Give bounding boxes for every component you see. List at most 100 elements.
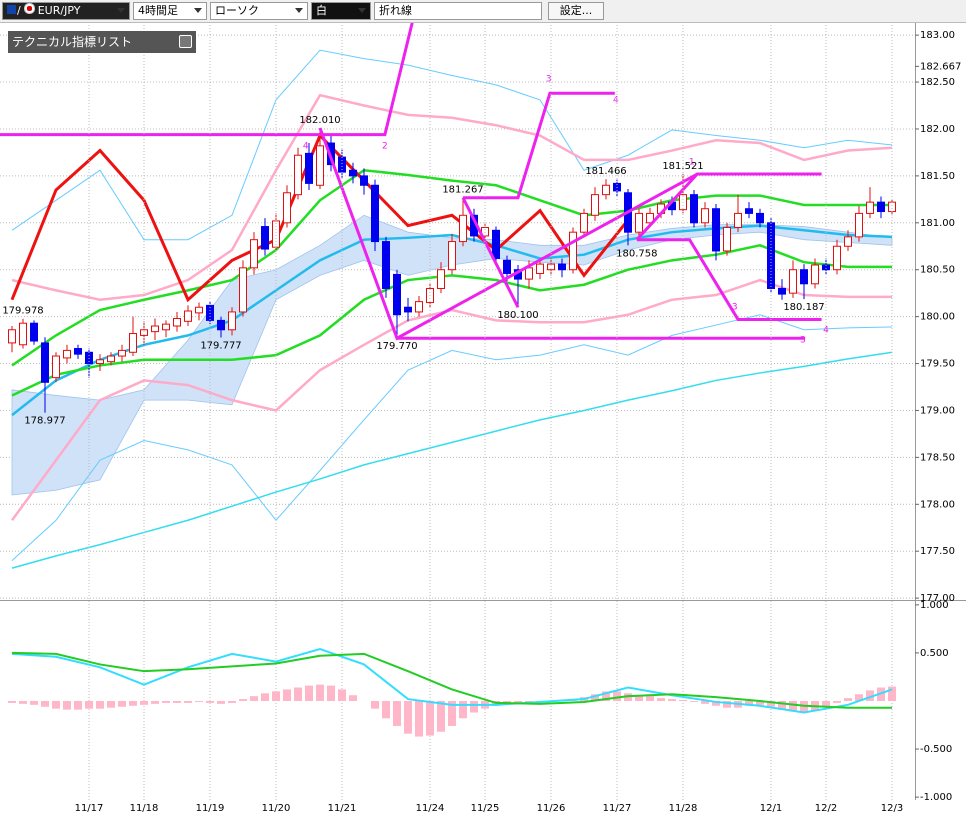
macd-histogram-bar	[679, 700, 687, 701]
candle-body	[63, 349, 71, 359]
y-tick-label: -0.500	[920, 744, 952, 755]
x-tick-label: 11/19	[196, 803, 225, 814]
candle-body	[272, 220, 280, 248]
macd-histogram-bar	[701, 700, 709, 704]
symbol-select[interactable]: / EUR/JPY	[2, 2, 130, 20]
panel-toggle[interactable]	[179, 35, 192, 48]
x-tick-label: 12/1	[760, 803, 782, 814]
macd-histogram-bar	[745, 700, 753, 706]
y-tick-label: 179.00	[920, 405, 955, 416]
drawing-label: 3	[546, 75, 552, 85]
candle-body	[844, 236, 852, 247]
candle-body	[228, 311, 236, 331]
candle-body	[96, 359, 104, 365]
price-plot: 4 2 3 4 3 4 3 1 179.978 178.977 179.777 182.010 179.…	[0, 22, 915, 599]
x-tick-label: 12/2	[815, 803, 837, 814]
settings-button[interactable]: 設定...	[548, 2, 604, 20]
candle-body	[756, 212, 764, 224]
candle-body	[580, 212, 588, 233]
candle-body	[536, 263, 544, 274]
macd-histogram-bar	[833, 700, 841, 703]
candle-body	[382, 241, 390, 289]
macd-histogram-bar	[393, 700, 401, 726]
indicator-line	[11, 93, 893, 302]
x-tick-label: 11/27	[603, 803, 632, 814]
macd-histogram-bar	[690, 700, 698, 702]
ichimoku-cloud	[11, 214, 893, 496]
macd-histogram-bar	[437, 700, 445, 732]
x-tick-label: 11/17	[75, 803, 104, 814]
macd-histogram-bar	[162, 700, 170, 703]
candle-body	[250, 239, 258, 269]
price-annotation: 180.187	[783, 302, 824, 313]
candle-body	[437, 269, 445, 289]
candle-body	[547, 263, 555, 271]
candle-body	[646, 212, 654, 224]
macd-histogram-bar	[591, 694, 599, 701]
macd-histogram-bar	[404, 700, 412, 734]
candle-body	[8, 329, 16, 344]
candle-body	[833, 245, 841, 271]
theme-select[interactable]: 白	[311, 2, 371, 20]
timeframe-select[interactable]: 4時間足	[133, 2, 207, 20]
indicator-list-panel[interactable]: テクニカル指標リスト	[8, 31, 196, 53]
drawing-label: 4	[303, 141, 309, 151]
zigzag-drawing	[0, 22, 414, 137]
macd-histogram-bar	[118, 700, 126, 707]
candle-body	[30, 322, 38, 342]
candle-body	[239, 267, 247, 313]
style-select[interactable]: ローソク	[210, 2, 308, 20]
macd-histogram-bar	[184, 700, 192, 703]
macd-histogram-bar	[767, 700, 775, 707]
y-tick-label: 182.00	[920, 124, 955, 135]
candle-body	[217, 319, 225, 331]
candle-body	[415, 301, 423, 313]
macd-histogram-bar	[30, 700, 38, 705]
y-tick-label: 183.00	[920, 30, 955, 41]
zigzag-drawing	[636, 238, 822, 321]
candle-body	[349, 169, 357, 177]
macd-histogram-bar	[756, 700, 764, 705]
candle-body	[866, 201, 874, 214]
macd-histogram-bar	[63, 700, 71, 710]
drawing-label: 1	[689, 157, 695, 167]
x-tick-label: 11/18	[130, 803, 159, 814]
candle-body	[195, 306, 203, 314]
drawing-label: 3	[732, 303, 738, 313]
price-marker-label: 182.667	[920, 61, 961, 72]
indicator-line	[10, 278, 892, 521]
panel-title: テクニカル指標リスト	[12, 35, 133, 49]
x-tick-label: 11/24	[416, 803, 445, 814]
x-tick-label: 11/26	[537, 803, 566, 814]
macd-histogram-bar	[657, 698, 665, 701]
drawing-tool-field[interactable]: 折れ線	[374, 2, 542, 20]
candle-body	[261, 226, 269, 250]
macd-histogram-bar	[712, 700, 720, 706]
macd-histogram-bar	[129, 700, 137, 706]
candle-body	[503, 259, 511, 274]
candle-body	[371, 184, 379, 243]
macd-histogram-bar	[52, 700, 60, 709]
candle-body	[690, 194, 698, 224]
macd-histogram-bar	[855, 694, 863, 701]
candle-body	[107, 355, 115, 363]
x-tick-label: 11/21	[328, 803, 357, 814]
candle-body	[404, 306, 412, 313]
macd-line	[11, 648, 893, 714]
candle-body	[800, 269, 808, 285]
candle-body	[184, 310, 192, 322]
macd-histogram-bar	[261, 693, 269, 701]
candle-body	[767, 222, 775, 289]
candle-body	[569, 231, 577, 271]
candle-body	[635, 212, 643, 233]
candle-body	[206, 304, 214, 321]
toolbar: / EUR/JPY 4時間足 ローソク 白 折れ線 設定...	[0, 0, 966, 23]
candle-body	[789, 269, 797, 294]
macd-histogram-bar	[448, 700, 456, 726]
indicator-line	[11, 49, 893, 241]
macd-plot	[8, 648, 896, 737]
macd-histogram-bar	[195, 700, 203, 702]
price-annotation: 181.267	[442, 185, 483, 196]
macd-histogram-bar	[19, 700, 27, 704]
macd-histogram-bar	[217, 700, 225, 704]
